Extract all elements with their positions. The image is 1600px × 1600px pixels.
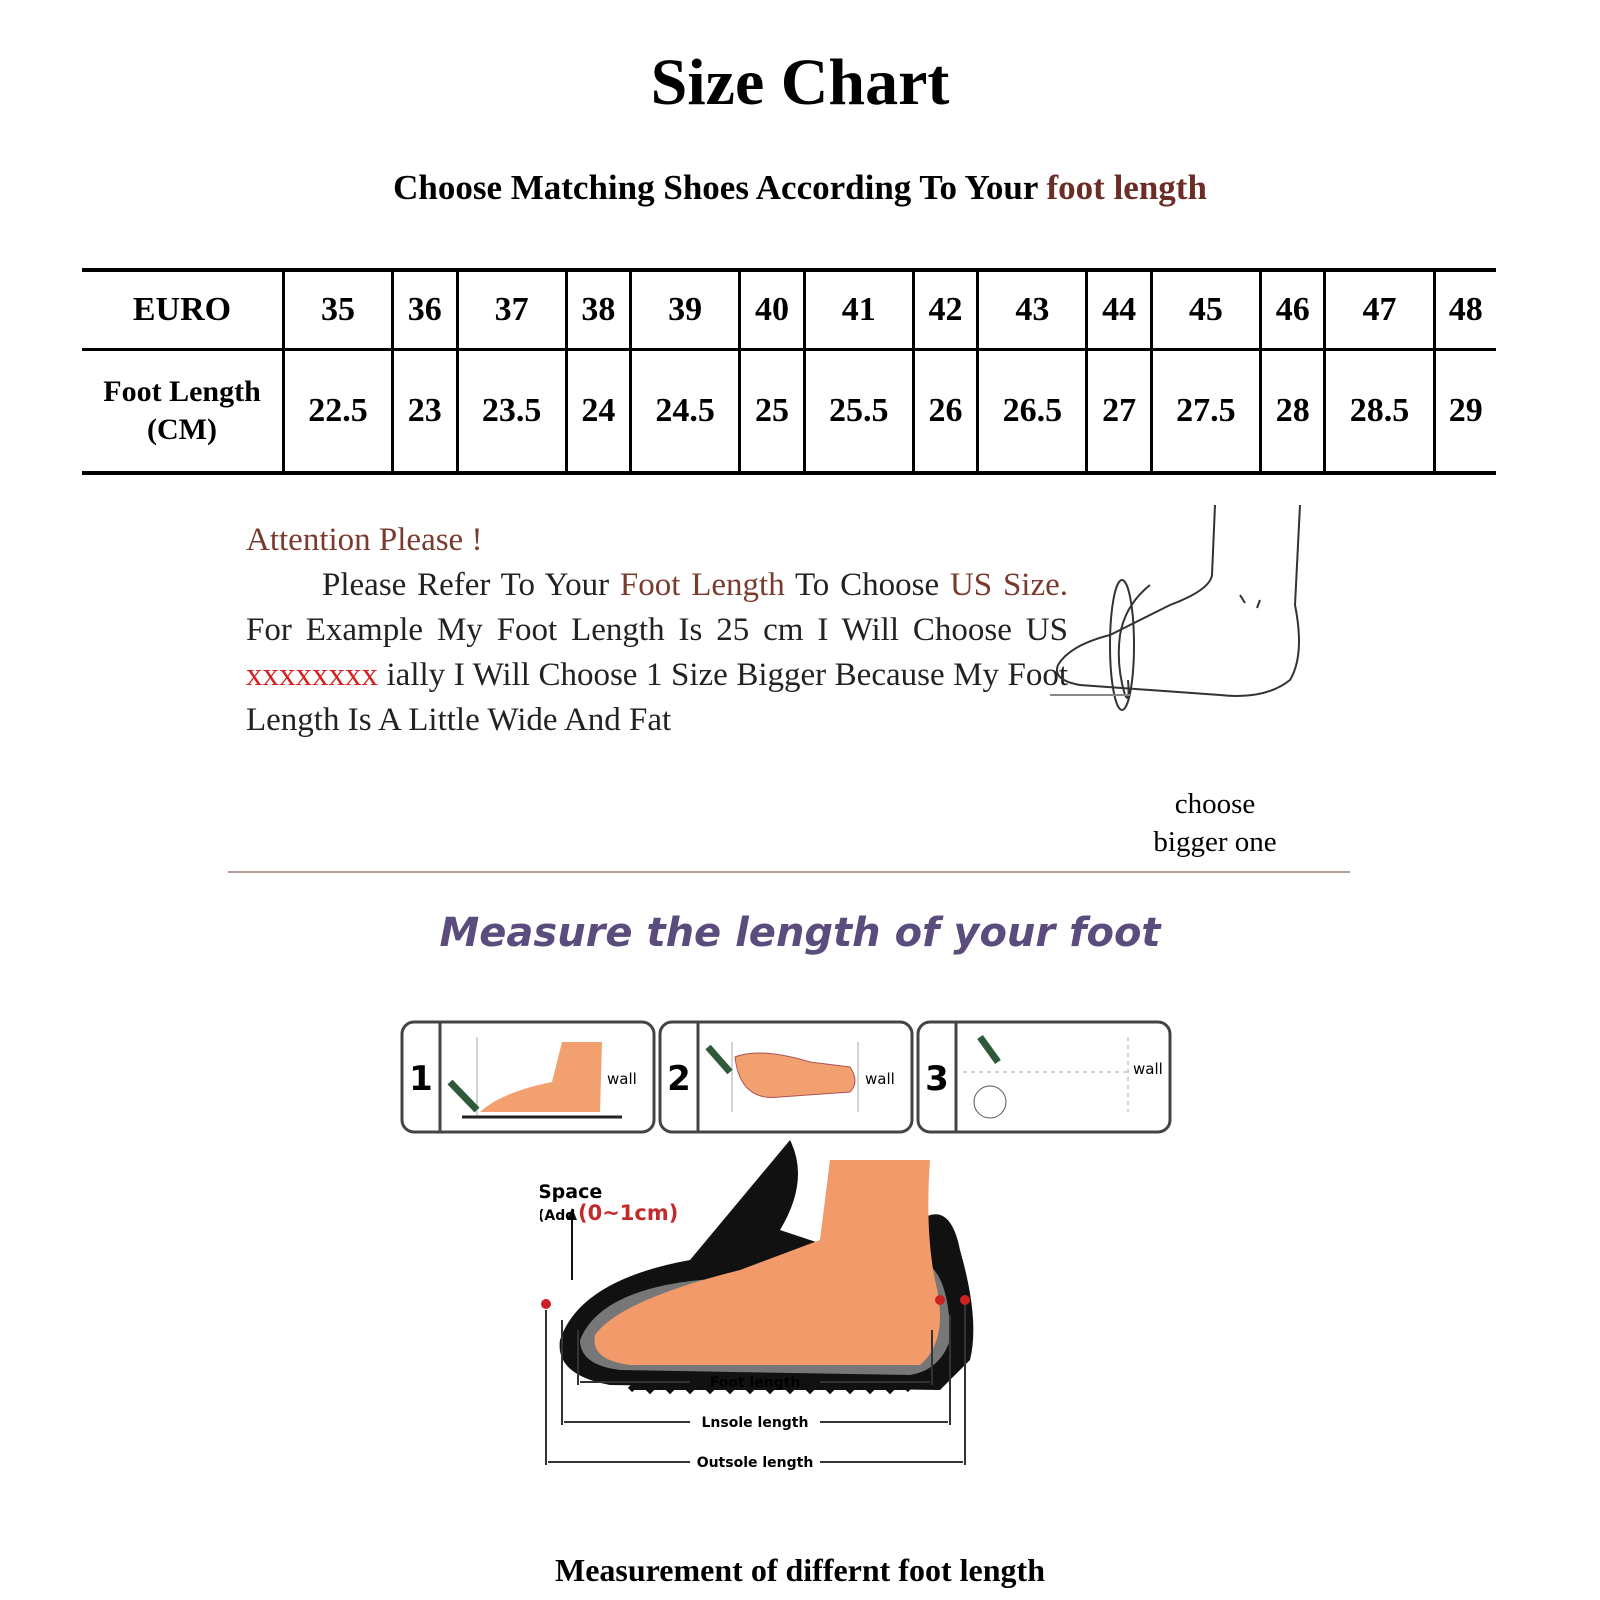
step-box: 3 wall xyxy=(916,1020,1172,1134)
table-cell: 40 xyxy=(738,270,805,351)
table-cell: 22.5 xyxy=(281,349,393,473)
space-label: Space xyxy=(540,1181,602,1203)
table-cell: 35 xyxy=(281,270,393,351)
attention-heading: Attention Please ! xyxy=(246,522,483,558)
table-cell: 41 xyxy=(802,270,914,351)
attention: Attention Please ! Please Refer To Your … xyxy=(246,518,1068,743)
add-label: (Add xyxy=(540,1208,575,1224)
attention-segment: xxxxxxxx xyxy=(246,657,378,693)
foot-length-label: Foot length xyxy=(710,1375,801,1391)
table-cell: 27 xyxy=(1085,349,1152,473)
shoe-diagram: Space (Add (0~1cm) Foot length Lnsole le… xyxy=(540,1140,974,1471)
step-label: wall xyxy=(607,1070,637,1088)
table-cell: 25.5 xyxy=(802,349,914,473)
caption: Measurement of differnt foot length xyxy=(555,1552,1045,1588)
table-cell: 26.5 xyxy=(976,349,1087,473)
table-cell: 28 xyxy=(1258,349,1325,473)
step-box: 1 wall xyxy=(400,1020,656,1134)
attention-segment: For Example My Foot Length Is 25 cm I Wi… xyxy=(246,612,1068,648)
table-cell: 37 xyxy=(455,270,567,351)
step-box: 2 wall xyxy=(658,1020,914,1134)
attention-segment: US Size. xyxy=(949,567,1069,603)
foot-sketch xyxy=(1050,504,1301,711)
subtitle-text: Choose Matching Shoes According To Your xyxy=(393,168,1047,207)
steps: 1 wall 2 wall 3 wall xyxy=(400,1020,1172,1134)
attention-segment: To Choose xyxy=(784,567,950,603)
table-cell: 23 xyxy=(391,349,458,473)
step-label: wall xyxy=(865,1070,895,1088)
table-cell: 24.5 xyxy=(629,349,740,473)
range-label: (0~1cm) xyxy=(578,1201,678,1225)
table-cell: 42 xyxy=(911,270,978,351)
table-cell: 36 xyxy=(391,270,458,351)
table-cell: 39 xyxy=(629,270,740,351)
attention-segment: Please Refer To Your xyxy=(322,567,620,603)
table-cell: 25 xyxy=(738,349,805,473)
table-cell: 28.5 xyxy=(1323,349,1434,473)
insole-length-label: Lnsole length xyxy=(702,1415,809,1431)
table-cell: 46 xyxy=(1258,270,1325,351)
step-number: 1 xyxy=(409,1059,433,1099)
subtitle: Choose Matching Shoes According To Your … xyxy=(0,168,1600,208)
table-cell: 23.5 xyxy=(455,349,567,473)
table-cell: 24 xyxy=(564,349,631,473)
step-number: 3 xyxy=(925,1059,949,1099)
attention-segment: ially I Will Choose 1 Size Bigger Becaus… xyxy=(246,657,1068,738)
row-header: Foot Length (CM) xyxy=(103,375,261,446)
table-cell: 29 xyxy=(1432,349,1496,473)
step-number: 2 xyxy=(667,1059,691,1099)
table-cell: 26 xyxy=(911,349,978,473)
table-cell: 27.5 xyxy=(1149,349,1261,473)
size-table: EURO 35 36 37 38 39 40 41 42 43 44 45 46 47 48 Foot Len… xyxy=(82,268,1496,475)
table-row: Foot Length (CM) 22.5 23 23.5 24 24.5 25 25.5 26… xyxy=(82,349,1496,473)
table-cell: 47 xyxy=(1323,270,1434,351)
measure-heading: Measure the length of your foot xyxy=(439,910,1161,956)
table-cell: 44 xyxy=(1085,270,1152,351)
table-cell: 45 xyxy=(1149,270,1261,351)
table-row: EURO 35 36 37 38 39 40 41 42 43 44 45 46 47 48 xyxy=(82,270,1496,351)
step-label: wall xyxy=(1133,1060,1163,1078)
title: Size Chart xyxy=(650,46,950,119)
divider xyxy=(228,871,1350,873)
foot-caption: choose bigger one xyxy=(1153,788,1277,858)
subtitle-highlight: foot length xyxy=(1046,168,1207,207)
table-cell: 43 xyxy=(976,270,1087,351)
attention-body: Please Refer To Your Foot Length To Choo… xyxy=(246,563,1068,743)
attention-segment: Foot Length xyxy=(619,567,785,603)
outsole-length-label: Outsole length xyxy=(697,1455,814,1471)
table-cell: 48 xyxy=(1432,270,1496,351)
table-cell: 38 xyxy=(564,270,631,351)
row-header: EURO xyxy=(82,270,284,351)
